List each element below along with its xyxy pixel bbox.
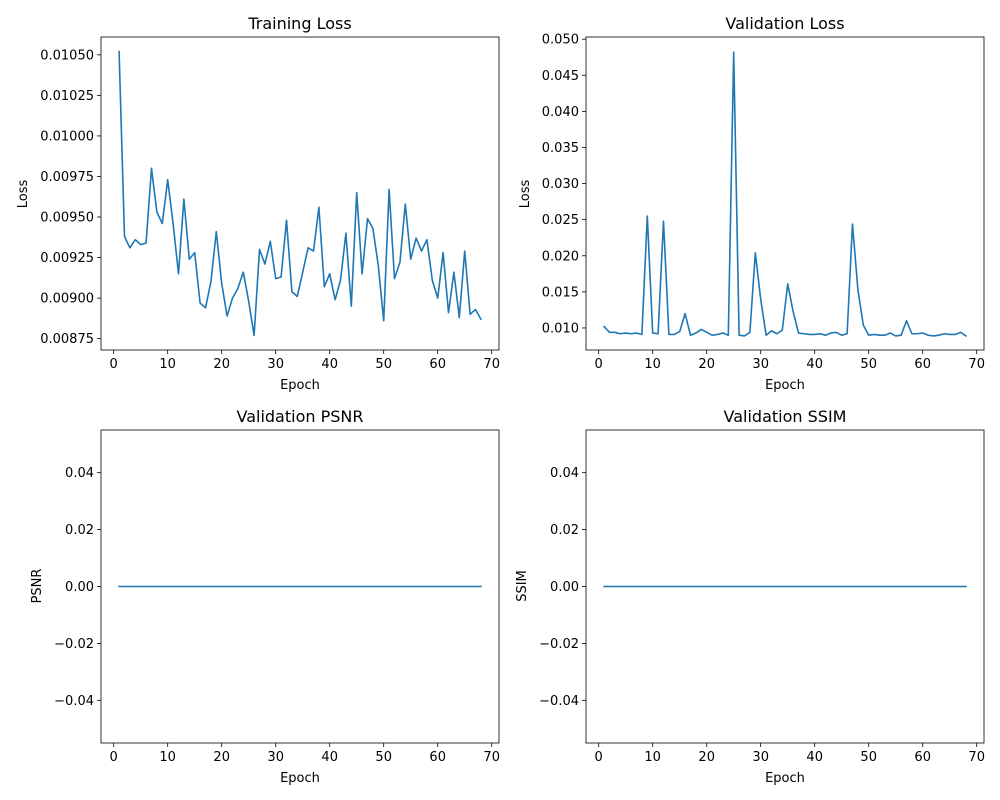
x-tick-label: 40 bbox=[806, 357, 823, 372]
y-tick-label: 0.01000 bbox=[40, 129, 94, 144]
x-tick-label: 10 bbox=[159, 750, 176, 765]
chart-validation-psnr: Validation PSNR Epoch PSNR 0 10 20 30 40 50 60… bbox=[30, 407, 500, 786]
y-tick-label: 0.040 bbox=[542, 105, 579, 120]
x-tick-label: 30 bbox=[267, 357, 284, 372]
y-tick-label: 0.00975 bbox=[40, 170, 94, 185]
y-tick-label: 0.04 bbox=[550, 466, 579, 481]
y-axis-label: PSNR bbox=[30, 569, 45, 604]
x-tick-label: 50 bbox=[375, 750, 392, 765]
y-tick-label: 0.020 bbox=[542, 249, 579, 264]
y-tick-label: 0.00900 bbox=[40, 292, 94, 307]
x-tick-label: 60 bbox=[914, 357, 931, 372]
x-tick-label: 20 bbox=[213, 750, 230, 765]
x-tick-label: 10 bbox=[644, 750, 661, 765]
y-tick-label: 0.010 bbox=[542, 321, 579, 336]
y-tick-label: 0.025 bbox=[542, 213, 579, 228]
y-tick-label: 0.015 bbox=[542, 285, 579, 300]
x-tick-label: 70 bbox=[968, 750, 985, 765]
y-tick-label: 0.050 bbox=[542, 33, 579, 48]
x-tick-label: 60 bbox=[429, 750, 446, 765]
chart-validation-loss: Validation Loss Epoch Loss 0 10 20 30 40 50 60… bbox=[518, 14, 985, 393]
y-tick-label: 0.030 bbox=[542, 177, 579, 192]
y-tick-label: 0.00925 bbox=[40, 251, 94, 266]
x-tick-label: 0 bbox=[110, 750, 118, 765]
y-tick-label: −0.04 bbox=[54, 694, 94, 709]
y-tick-label: 0.04 bbox=[65, 466, 94, 481]
series-line bbox=[118, 50, 482, 337]
x-tick-label: 70 bbox=[483, 357, 500, 372]
chart-training-loss: Training Loss Epoch Loss 0 10 20 30 40 50 60 70… bbox=[16, 14, 500, 393]
x-axis-label: Epoch bbox=[765, 771, 805, 786]
x-tick-label: 70 bbox=[968, 357, 985, 372]
x-tick-label: 20 bbox=[698, 357, 715, 372]
y-tick-label: 0.00 bbox=[550, 580, 579, 595]
y-tick-label: 0.00875 bbox=[40, 332, 94, 347]
x-tick-label: 10 bbox=[159, 357, 176, 372]
chart-title: Validation PSNR bbox=[237, 407, 364, 426]
x-axis-label: Epoch bbox=[765, 378, 805, 393]
plot-frame bbox=[100, 429, 500, 744]
plot-frame bbox=[585, 429, 985, 744]
plot-frame bbox=[585, 36, 985, 351]
x-tick-label: 40 bbox=[321, 750, 338, 765]
chart-title: Validation SSIM bbox=[724, 407, 847, 426]
y-axis-label: SSIM bbox=[515, 570, 530, 602]
series-line bbox=[602, 51, 968, 338]
x-tick-label: 20 bbox=[213, 357, 230, 372]
x-tick-label: 30 bbox=[752, 357, 769, 372]
y-tick-label: 0.01050 bbox=[40, 48, 94, 63]
y-tick-label: 0.02 bbox=[550, 523, 579, 538]
chart-title: Validation Loss bbox=[725, 14, 844, 33]
x-axis-label: Epoch bbox=[280, 378, 320, 393]
x-tick-label: 60 bbox=[429, 357, 446, 372]
x-axis-label: Epoch bbox=[280, 771, 320, 786]
x-tick-label: 0 bbox=[110, 357, 118, 372]
y-tick-label: −0.04 bbox=[539, 694, 579, 709]
x-tick-label: 30 bbox=[267, 750, 284, 765]
x-tick-label: 50 bbox=[860, 750, 877, 765]
y-tick-label: 0.00950 bbox=[40, 211, 94, 226]
x-tick-label: 60 bbox=[914, 750, 931, 765]
y-tick-label: 0.045 bbox=[542, 69, 579, 84]
x-tick-label: 40 bbox=[321, 357, 338, 372]
y-tick-label: 0.02 bbox=[65, 523, 94, 538]
y-tick-label: 0.035 bbox=[542, 141, 579, 156]
y-axis-label: Loss bbox=[518, 180, 533, 209]
x-tick-label: 10 bbox=[644, 357, 661, 372]
x-tick-label: 0 bbox=[595, 357, 603, 372]
y-tick-label: 0.01025 bbox=[40, 89, 94, 104]
x-tick-label: 40 bbox=[806, 750, 823, 765]
plot-frame bbox=[100, 36, 500, 351]
y-tick-label: 0.00 bbox=[65, 580, 94, 595]
x-tick-label: 20 bbox=[698, 750, 715, 765]
chart-validation-ssim: Validation SSIM Epoch SSIM 0 10 20 30 40 50 60… bbox=[515, 407, 985, 786]
y-axis-label: Loss bbox=[16, 180, 31, 209]
x-tick-label: 70 bbox=[483, 750, 500, 765]
y-tick-label: −0.02 bbox=[54, 637, 94, 652]
x-tick-label: 50 bbox=[860, 357, 877, 372]
x-tick-label: 50 bbox=[375, 357, 392, 372]
x-tick-label: 30 bbox=[752, 750, 769, 765]
y-tick-label: −0.02 bbox=[539, 637, 579, 652]
x-tick-label: 0 bbox=[595, 750, 603, 765]
chart-title: Training Loss bbox=[247, 14, 351, 33]
